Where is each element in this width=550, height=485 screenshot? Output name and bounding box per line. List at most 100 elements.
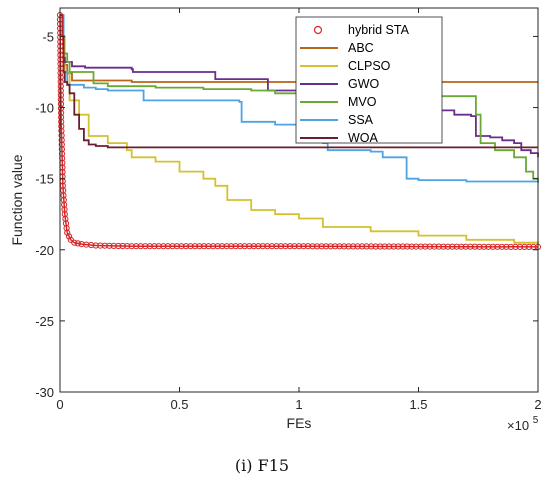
series-marker	[345, 243, 352, 250]
legend-item: SSA	[300, 113, 374, 127]
series-marker	[173, 243, 180, 250]
series-marker	[273, 243, 280, 250]
series-marker	[58, 150, 66, 157]
series-marker	[164, 243, 171, 250]
series-marker	[304, 243, 312, 250]
series-marker	[58, 146, 66, 153]
series-marker	[151, 243, 158, 250]
series-marker	[332, 243, 339, 250]
series-marker	[71, 239, 78, 246]
series-marker	[363, 243, 370, 250]
x-multiplier-base: ×10	[507, 418, 529, 433]
series-marker	[399, 243, 406, 250]
x-tick-label: 0.5	[170, 397, 188, 412]
x-axis-label: FEs	[287, 415, 312, 431]
legend-label: SSA	[348, 113, 374, 127]
series-marker	[241, 243, 248, 250]
y-axis: -5 -10 -15 -20 -25 -30	[35, 29, 538, 400]
series-marker	[300, 243, 307, 250]
series-marker	[521, 243, 528, 250]
series-marker	[210, 243, 217, 250]
series-marker	[295, 243, 303, 250]
series-marker	[444, 243, 451, 250]
series-marker	[458, 243, 465, 250]
series-marker	[318, 243, 325, 250]
series-marker	[449, 243, 456, 250]
series-marker	[313, 243, 321, 250]
series-marker	[453, 243, 460, 250]
series-marker	[507, 243, 514, 250]
series-marker	[237, 243, 244, 250]
series-marker	[354, 243, 361, 250]
series-marker	[277, 243, 284, 250]
series-marker	[476, 243, 483, 250]
series-marker	[250, 243, 257, 250]
series-marker	[92, 242, 99, 249]
series-marker	[58, 141, 65, 148]
series-marker	[160, 243, 167, 250]
series-marker	[58, 114, 65, 121]
legend-item: CLPSO	[300, 59, 391, 73]
series-marker	[57, 78, 64, 85]
series-marker	[512, 243, 519, 250]
series-marker	[155, 243, 162, 250]
series-line	[60, 14, 538, 149]
series-marker	[169, 243, 176, 250]
series-marker	[471, 243, 478, 250]
series-mvo	[60, 14, 539, 182]
series-woa	[60, 14, 538, 149]
series-marker	[268, 243, 275, 250]
series-marker	[58, 137, 65, 144]
series-marker	[426, 243, 433, 250]
series-marker	[467, 243, 474, 250]
series-marker	[480, 243, 487, 250]
series-marker	[191, 243, 199, 250]
series-marker	[323, 243, 330, 250]
series-marker	[178, 243, 185, 250]
x-tick-label: 1	[295, 397, 302, 412]
y-tick-label: -10	[35, 101, 54, 116]
x-multiplier-exponent: 5	[533, 415, 539, 426]
series-marker	[58, 109, 65, 117]
series-marker	[327, 243, 334, 250]
series-marker	[57, 69, 64, 77]
legend-item: WOA	[300, 131, 379, 145]
series-marker	[57, 100, 65, 108]
series-marker	[228, 243, 235, 250]
legend-item: MVO	[300, 95, 377, 109]
y-tick-label: -5	[42, 29, 54, 44]
x-tick-label: 1.5	[409, 397, 427, 412]
legend-item: ABC	[300, 41, 374, 55]
legend-item: GWO	[300, 77, 380, 91]
y-tick-label: -15	[35, 172, 54, 187]
series-marker	[417, 243, 424, 250]
series-marker	[196, 243, 203, 250]
y-tick-label: -25	[35, 314, 54, 329]
series-marker	[146, 243, 153, 250]
series-marker	[386, 243, 393, 250]
series-marker	[57, 105, 65, 112]
series-marker	[57, 96, 65, 103]
series-marker	[119, 242, 126, 250]
series-marker	[115, 242, 122, 250]
series-marker	[309, 243, 316, 250]
y-tick-label: -30	[35, 385, 54, 400]
series-marker	[200, 243, 208, 250]
series-line	[60, 14, 539, 245]
series-marker	[128, 243, 135, 250]
x-axis: 0 0.5 1 1.5 2	[56, 8, 542, 412]
legend-box	[295, 16, 443, 144]
series-marker	[404, 243, 411, 250]
series-marker	[101, 242, 108, 249]
legend-label: hybrid STA	[348, 23, 410, 37]
series-marker	[61, 211, 68, 218]
series-marker	[57, 65, 64, 72]
legend: hybrid STA ABC CLPSO GWO MVO SSA WOA	[295, 16, 443, 145]
series-marker	[282, 243, 289, 250]
series-marker	[489, 243, 496, 250]
series-marker	[133, 243, 140, 250]
series-ssa	[60, 14, 539, 183]
series-marker	[74, 240, 82, 247]
series-marker	[137, 243, 144, 250]
